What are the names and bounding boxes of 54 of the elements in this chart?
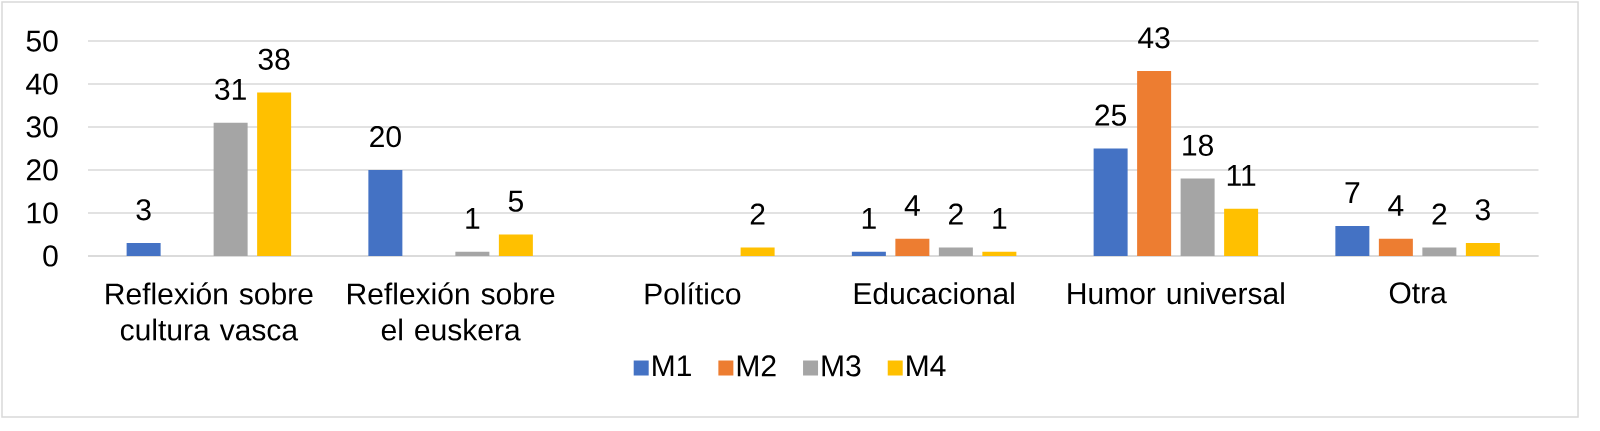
bar [1422,247,1457,256]
data-label: 38 [258,48,290,70]
y-tick-label: 50 [26,30,58,52]
data-label: 1 [993,208,1007,229]
bar [895,238,930,256]
bar [213,122,248,256]
bar [455,251,490,256]
bar [740,247,775,256]
bar [1180,178,1215,256]
y-tick-label: 30 [26,116,58,138]
data-label: 3 [1475,199,1490,221]
data-label: 7 [1345,182,1360,203]
legend-label: M3 [822,355,861,377]
data-label: 20 [370,126,401,148]
legend-label: M2 [737,355,776,377]
data-label: 5 [508,190,523,212]
bar [851,251,886,256]
x-tick-label: Otra [1389,282,1447,304]
y-tick-label: 10 [27,202,58,224]
data-label: 3 [136,199,151,221]
data-label: 1 [862,208,876,229]
bar [938,247,973,256]
legend-label: M4 [907,355,946,377]
bar [368,170,403,256]
x-tick-label: Humor universal [1068,282,1284,305]
data-label: 43 [1138,27,1170,49]
x-tick-label: Educacional [854,282,1014,305]
bar [1465,243,1500,256]
legend-label: M1 [653,355,691,377]
bar [257,92,292,256]
data-label: 2 [750,203,765,225]
bar [1335,225,1370,256]
bar [498,234,533,256]
x-tick-label: Reflexión sobre el euskera [348,282,555,341]
data-label: 2 [949,203,963,225]
bar [1378,238,1413,256]
data-label: 4 [904,195,920,216]
data-label: 25 [1095,104,1127,126]
bar [1137,71,1172,256]
y-tick-label: 20 [26,159,58,181]
data-label: 11 [1227,165,1256,186]
x-tick-label: Político [645,282,741,305]
y-tick-label: 40 [26,73,58,95]
data-label: 2 [1432,203,1447,225]
x-tick-label: Reflexión sobre cultura vasca [106,282,313,341]
bar [1224,208,1259,256]
data-label: 1 [466,208,480,229]
y-tick-label: 0 [43,245,58,267]
bar [982,251,1017,256]
data-label: 4 [1388,195,1404,216]
bar [1093,148,1128,256]
bar [126,243,161,256]
data-label: 31 [215,78,246,100]
data-label: 18 [1183,134,1213,156]
